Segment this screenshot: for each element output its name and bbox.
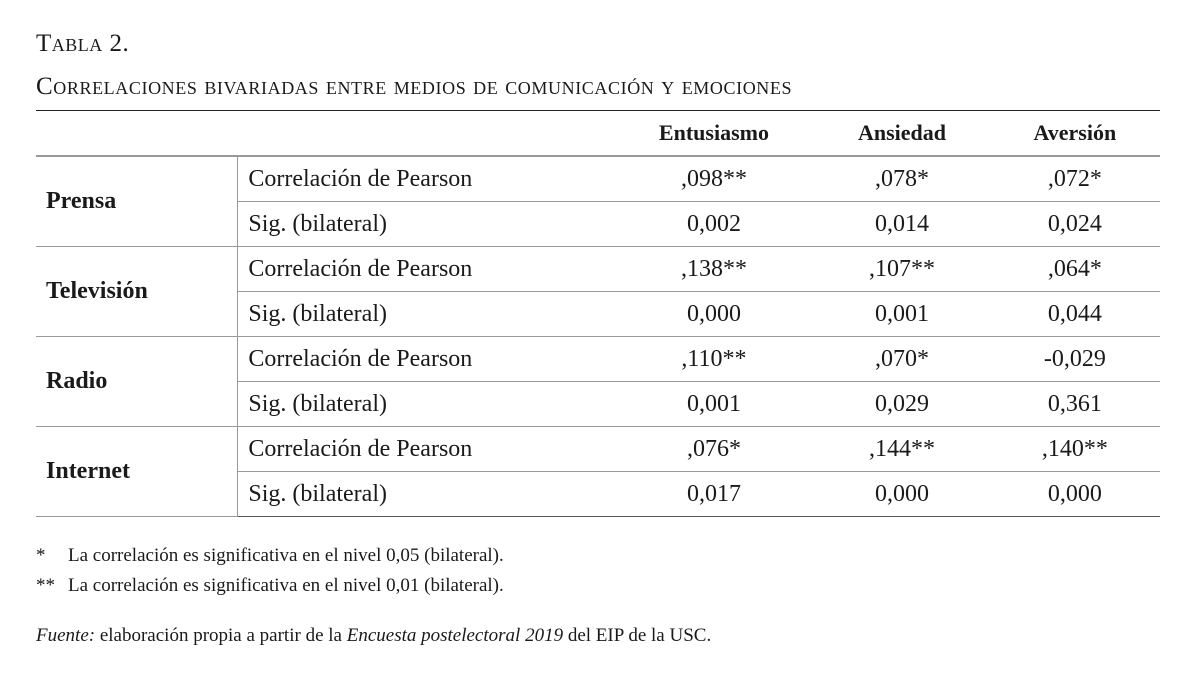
significance-value: 0,001: [613, 381, 815, 427]
table-number: Tabla 2.: [36, 30, 130, 57]
footnote-text: La correlación es significativa en el ni…: [68, 545, 504, 566]
correlation-value: ,064*: [989, 246, 1160, 292]
correlation-value: ,138**: [613, 246, 815, 292]
footnote: ** La correlación es significativa en el …: [36, 575, 504, 597]
header-row: Entusiasmo Ansiedad Aversión: [36, 110, 1160, 157]
significance-value: 0,361: [989, 381, 1160, 427]
correlation-value: ,098**: [613, 156, 815, 202]
stat-label: Sig. (bilateral): [237, 291, 614, 337]
stat-label: Correlación de Pearson: [237, 156, 614, 202]
media-label: Internet: [36, 426, 238, 517]
stat-label: Sig. (bilateral): [237, 471, 614, 517]
source-text: elaboración propia a partir de la: [95, 625, 347, 646]
significance-value: 0,044: [989, 291, 1160, 337]
footnote-mark: **: [36, 575, 55, 596]
source-note: Fuente: elaboración propia a partir de l…: [36, 625, 711, 647]
footnote-text: La correlación es significativa en el ni…: [68, 575, 504, 596]
significance-value: 0,014: [814, 201, 990, 247]
correlation-row: Televisión Correlación de Pearson ,138** ,1…: [36, 246, 1160, 337]
header-empty: [36, 110, 238, 157]
significance-row: Sig. (bilateral) 0,000 0,001 0,044: [36, 291, 1160, 337]
correlation-value: ,140**: [989, 426, 1160, 472]
footnote: * La correlación es significativa en el n…: [36, 545, 504, 567]
correlation-row: Prensa Correlación de Pearson ,098** ,078*,…: [36, 156, 1160, 247]
stat-label: Correlación de Pearson: [237, 336, 614, 382]
correlation-row: Radio Correlación de Pearson ,110** ,070* -0…: [36, 336, 1160, 427]
significance-value: 0,000: [613, 291, 815, 337]
table-title: Correlaciones bivariadas entre medios de…: [36, 73, 793, 100]
correlation-value: ,076*: [613, 426, 815, 472]
media-label: Prensa: [36, 156, 238, 247]
correlation-table: Entusiasmo Ansiedad Aversión Prensa Corre…: [36, 110, 1160, 517]
significance-value: 0,024: [989, 201, 1160, 247]
correlation-value: ,070*: [814, 336, 990, 382]
correlation-value: ,110**: [613, 336, 815, 382]
significance-value: 0,000: [814, 471, 990, 517]
correlation-row: Internet Correlación de Pearson ,076* ,144*…: [36, 426, 1160, 517]
source-label: Fuente:: [36, 625, 96, 646]
media-label: Televisión: [36, 246, 238, 337]
significance-value: 0,029: [814, 381, 990, 427]
survey-name: Encuesta postelectoral 2019: [346, 625, 564, 646]
correlation-value: ,107**: [814, 246, 990, 292]
stat-label: Correlación de Pearson: [237, 246, 614, 292]
stat-label: Sig. (bilateral): [237, 381, 614, 427]
correlation-value: ,072*: [989, 156, 1160, 202]
source-text: del EIP de la USC.: [563, 625, 712, 646]
significance-row: Sig. (bilateral) 0,002 0,014 0,024: [36, 201, 1160, 247]
correlation-value: ,078*: [814, 156, 990, 202]
column-header: Ansiedad: [814, 110, 990, 157]
column-header: Entusiasmo: [613, 110, 815, 157]
correlation-value: -0,029: [989, 336, 1160, 382]
significance-value: 0,001: [814, 291, 990, 337]
correlation-value: ,144**: [814, 426, 990, 472]
significance-row: Sig. (bilateral) 0,001 0,029 0,361: [36, 381, 1160, 427]
header-empty: [237, 110, 614, 157]
media-label: Radio: [36, 336, 238, 427]
significance-row: Sig. (bilateral) 0,017 0,000 0,000: [36, 471, 1160, 517]
significance-value: 0,017: [613, 471, 815, 517]
significance-value: 0,000: [989, 471, 1160, 517]
stat-label: Sig. (bilateral): [237, 201, 614, 247]
column-header: Aversión: [989, 110, 1160, 157]
significance-value: 0,002: [613, 201, 815, 247]
footnote-mark: *: [36, 545, 46, 566]
stat-label: Correlación de Pearson: [237, 426, 614, 472]
